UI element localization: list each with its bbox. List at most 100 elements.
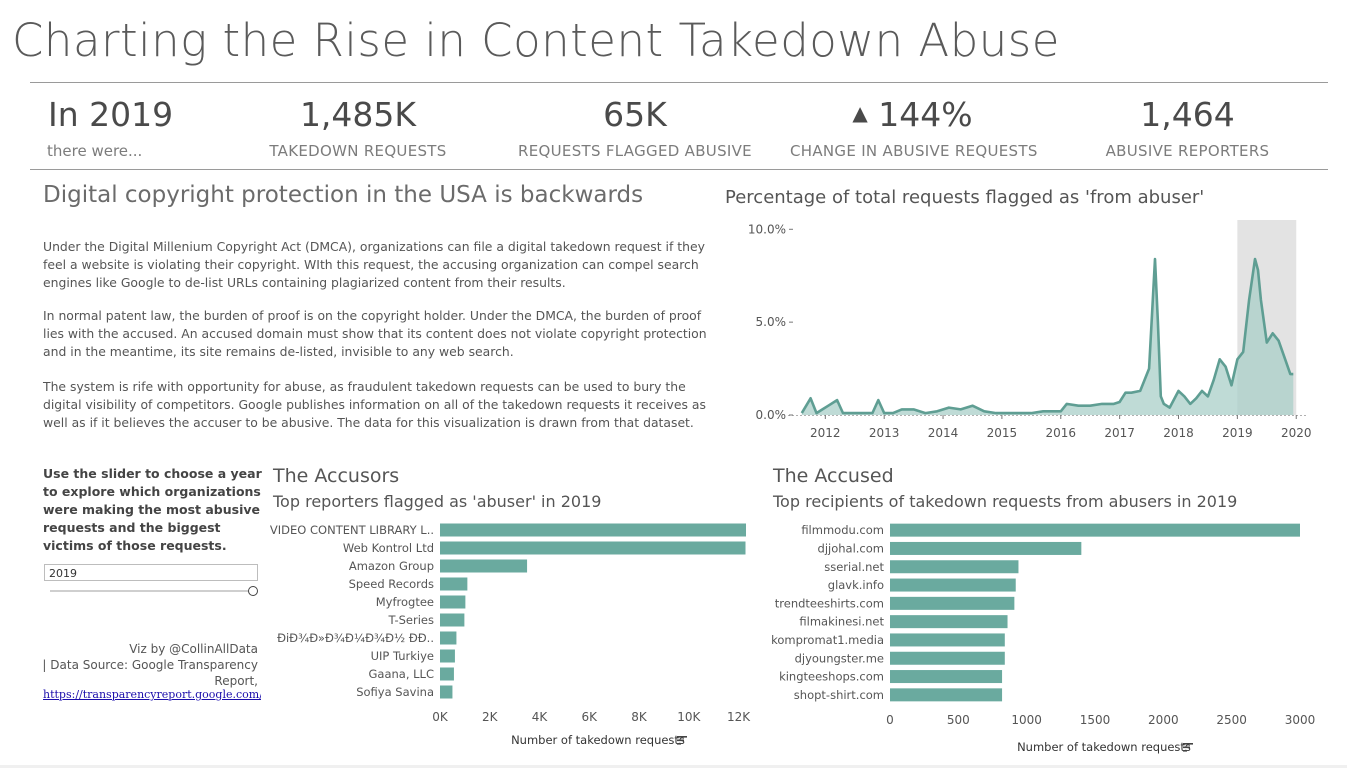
kpi-intro-sub: there were...: [47, 142, 143, 160]
bar-category-label: Gaana, LLC: [369, 667, 435, 681]
sort-icon-bar: [1183, 743, 1193, 745]
credit-source: | Data Source: Google Transparency: [42, 658, 258, 672]
area-fill: [801, 259, 1294, 415]
x-tick-label: 2000: [1148, 713, 1179, 727]
bar-category-label: kingteeshops.com: [779, 670, 884, 684]
bar-category-label: Web Kontrol Ltd: [343, 541, 434, 555]
kpi-divider: [30, 169, 1328, 170]
bar: [890, 633, 1005, 647]
series-line: [800, 257, 1294, 415]
x-tick-label: 2014: [928, 426, 959, 440]
bar: [440, 685, 453, 699]
timeline-title: Percentage of total requests flagged as …: [725, 187, 1205, 208]
bar-category-label: sserial.net: [824, 560, 884, 574]
bar: [890, 541, 1082, 555]
x-tick-label: 1500: [1080, 713, 1111, 727]
bar-category-label: Amazon Group: [349, 559, 434, 573]
x-tick-label: 2020: [1281, 426, 1312, 440]
bar-category-label: Myfrogtee: [376, 595, 434, 609]
bar-category-label: djjohal.com: [818, 541, 884, 555]
kpi-takedown-label: TAKEDOWN REQUESTS: [269, 142, 447, 160]
year-input[interactable]: 2019: [44, 564, 258, 581]
y-tick-label: 5.0%: [756, 315, 787, 329]
bar: [890, 651, 1005, 665]
kpi-flagged-label: REQUESTS FLAGGED ABUSIVE: [518, 142, 752, 160]
bar-category-label: shopt-shirt.com: [794, 688, 884, 702]
x-tick-label: 10K: [677, 710, 701, 724]
bar-category-label: VIDEO CONTENT LIBRARY L..: [270, 523, 434, 537]
bar: [440, 595, 466, 609]
triangle-up-icon: ▲: [852, 101, 868, 125]
bar: [440, 649, 455, 663]
bar-category-label: Speed Records: [349, 577, 434, 591]
y-tick-label: 10.0%: [748, 222, 786, 236]
x-tick-label: 6K: [582, 710, 599, 724]
bar-category-label: ĐiĐ¾Đ»Đ¾Đ¼Đ¾Đ½ ĐĐ..: [277, 631, 434, 645]
bar: [440, 577, 468, 591]
bar-category-label: djyoungster.me: [795, 651, 884, 665]
bar: [890, 615, 1008, 629]
kpi-change-label: CHANGE IN ABUSIVE REQUESTS: [790, 142, 1038, 160]
title-divider: [30, 82, 1328, 83]
accusors-bar-chart[interactable]: VIDEO CONTENT LIBRARY L.. Web Kontrol Ltd…: [262, 515, 762, 755]
year-slider-handle[interactable]: [248, 586, 258, 596]
accusors-title: The Accusors: [273, 465, 400, 487]
x-tick-label: 12K: [727, 710, 751, 724]
bar: [890, 688, 1003, 702]
kpi-intro-value: In 2019: [48, 95, 174, 134]
x-tick-label: 2018: [1163, 426, 1194, 440]
bar-category-label: UIP Turkiye: [371, 649, 434, 663]
x-tick-label: 2K: [482, 710, 499, 724]
sort-icon-bar: [677, 743, 681, 745]
slider-instructions: Use the slider to choose a year to explo…: [43, 466, 262, 553]
sort-icon-bar: [1183, 750, 1187, 752]
bar-category-label: kompromat1.media: [771, 633, 884, 647]
kpi-takedown-value: 1,485K: [299, 95, 417, 134]
bottom-border: [0, 765, 1347, 768]
x-tick-label: 8K: [631, 710, 648, 724]
sort-icon-bar: [677, 736, 687, 738]
bar-category-label: glavk.info: [828, 578, 884, 592]
intro-paragraph-3: The system is rife with opportunity for …: [43, 379, 706, 430]
sort-icon-bar: [677, 739, 684, 742]
kpi-flagged-value: 65K: [603, 95, 667, 134]
accused-bar-chart[interactable]: filmmodu.com djjohal.com sserial.net glavk.…: [766, 515, 1326, 760]
intro-heading: Digital copyright protection in the USA …: [43, 182, 644, 208]
bar-category-label: Sofiya Savina: [356, 685, 434, 699]
dashboard-title: Charting the Rise in Content Takedown Ab…: [12, 14, 1060, 67]
y-tick-label: 0.0%: [756, 408, 787, 422]
bar: [890, 596, 1015, 610]
credit-source-cont: Report,: [214, 674, 258, 688]
sort-icon-bar: [1183, 746, 1190, 749]
x-axis-title: Number of takedown requests: [511, 733, 685, 747]
x-tick-label: 2016: [1045, 426, 1076, 440]
x-tick-label: 3000: [1285, 713, 1316, 727]
x-tick-label: 2017: [1104, 426, 1135, 440]
sort-icon[interactable]: [677, 736, 687, 745]
intro-paragraph-2: In normal patent law, the burden of proo…: [43, 308, 707, 359]
x-tick-label: 2015: [987, 426, 1018, 440]
kpi-change-value: ▲ 144%: [790, 95, 1035, 134]
x-tick-label: 0: [886, 713, 894, 727]
bar: [890, 523, 1300, 537]
bar-category-label: trendteeshirts.com: [775, 596, 884, 610]
kpi-reporters-value: 1,464: [1140, 95, 1235, 134]
sort-icon[interactable]: [1183, 743, 1193, 752]
timeline-area-chart[interactable]: 0.0% 5.0% 10.0% 2012 2013 2014 2015 2016 2017 201…: [720, 212, 1320, 447]
bar: [440, 613, 465, 627]
year-slider-track[interactable]: [50, 590, 250, 592]
bar-category-label: filmmodu.com: [801, 523, 884, 537]
bar: [890, 578, 1016, 592]
bar: [890, 560, 1019, 574]
bar: [440, 541, 746, 555]
credit-author: Viz by @CollinAllData: [129, 642, 258, 656]
accused-subtitle: Top recipients of takedown requests from…: [773, 492, 1238, 511]
x-tick-label: 500: [947, 713, 970, 727]
kpi-reporters-label: ABUSIVE REPORTERS: [1105, 142, 1270, 160]
source-link[interactable]: https://transparencyreport.google.com/co…: [43, 688, 261, 701]
bar-category-label: filmakinesi.net: [799, 615, 884, 629]
x-tick-label: 4K: [532, 710, 549, 724]
bar-category-label: T-Series: [388, 613, 434, 627]
x-tick-label: 2012: [810, 426, 841, 440]
bar: [440, 631, 457, 645]
